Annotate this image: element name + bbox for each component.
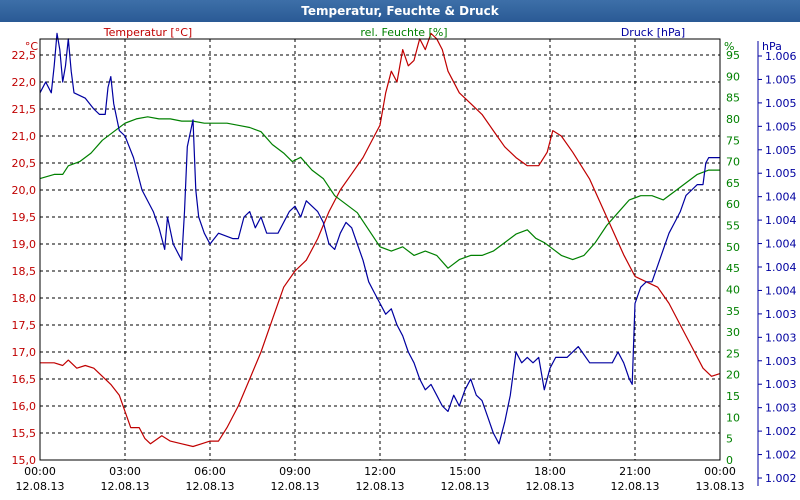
- temperature-tick-label: 17,0: [12, 346, 37, 359]
- pressure-axis-label: Druck [hPa]: [621, 26, 685, 39]
- temperature-axis-label: Temperatur [°C]: [103, 26, 192, 39]
- pressure-tick-label: 1.004: [765, 191, 797, 204]
- pressure-tick-label: 1.004: [765, 261, 797, 274]
- date-tick-label: 12.08.13: [16, 480, 65, 493]
- time-tick-label: 12:00: [364, 465, 396, 478]
- pressure-tick-label: 1.005: [765, 97, 797, 110]
- pressure-tick-label: 1.006: [765, 50, 797, 63]
- humidity-tick-label: 95: [726, 49, 740, 62]
- humidity-tick-label: 15: [726, 390, 740, 403]
- plot-frame: [39, 38, 721, 461]
- temperature-tick-label: 20,0: [12, 184, 37, 197]
- temperature-tick-label: 16,0: [12, 400, 37, 413]
- temperature-tick-label: 21,0: [12, 130, 37, 143]
- time-tick-label: 18:00: [534, 465, 566, 478]
- humidity-tick-label: 65: [726, 177, 740, 190]
- humidity-tick-label: 60: [726, 198, 740, 211]
- humidity-tick-label: 30: [726, 326, 740, 339]
- date-tick-label: 12.08.13: [356, 480, 405, 493]
- humidity-tick-label: 85: [726, 92, 740, 105]
- series-line-humidity: [39, 116, 720, 269]
- temperature-tick-label: 18,0: [12, 292, 37, 305]
- date-tick-label: 13.08.13: [696, 480, 745, 493]
- humidity-tick-label: 25: [726, 347, 740, 360]
- temperature-tick-label: 17,5: [12, 319, 37, 332]
- pressure-tick-label: 1.003: [765, 355, 797, 368]
- temperature-tick-label: 15,5: [12, 427, 37, 440]
- date-tick-label: 12.08.13: [611, 480, 660, 493]
- pressure-tick-label: 1.005: [765, 120, 797, 133]
- series-line-pressure: [39, 32, 720, 445]
- humidity-tick-label: 75: [726, 134, 740, 147]
- temperature-tick-label: 15,0: [12, 454, 37, 467]
- temperature-tick-label: 19,0: [12, 238, 37, 251]
- pressure-tick-label: 1.002: [765, 449, 797, 462]
- humidity-tick-label: 20: [726, 369, 740, 382]
- temperature-tick-label: 21,5: [12, 103, 37, 116]
- pressure-tick-label: 1.005: [765, 167, 797, 180]
- humidity-tick-label: 90: [726, 70, 740, 83]
- humidity-tick-label: 55: [726, 220, 740, 233]
- pressure-tick-label: 1.004: [765, 238, 797, 251]
- pressure-tick-label: 1.002: [765, 425, 797, 438]
- pressure-tick-label: 1.005: [765, 144, 797, 157]
- humidity-tick-label: 10: [726, 411, 740, 424]
- time-tick-label: 00:00: [24, 465, 56, 478]
- humidity-tick-label: 45: [726, 262, 740, 275]
- time-tick-label: 00:00: [704, 465, 736, 478]
- time-tick-label: 21:00: [619, 465, 651, 478]
- series-lines: [39, 32, 721, 448]
- pressure-axis-ticks: 1.006 1.005 1.005 1.005 1.005 1.005 1.004 1.004…: [757, 41, 797, 486]
- date-tick-label: 12.08.13: [441, 480, 490, 493]
- temperature-tick-label: 18,5: [12, 265, 37, 278]
- temperature-axis-ticks: 15,0 15,5 16,0 16,5 17,0 17,5 18,0 18,5 19,0 19,5…: [12, 49, 37, 467]
- time-tick-label: 03:00: [109, 465, 141, 478]
- series-line-temperature: [40, 32, 721, 448]
- pressure-tick-label: 1.002: [765, 472, 797, 485]
- humidity-unit-label: %: [724, 40, 734, 53]
- humidity-tick-label: 80: [726, 113, 740, 126]
- time-axis-ticks: 00:00 12.08.13 03:00 12.08.13 06:00 12.08.13 0…: [16, 465, 745, 493]
- humidity-axis-label: rel. Feuchte [%]: [360, 26, 447, 39]
- temperature-tick-label: 20,5: [12, 157, 37, 170]
- date-tick-label: 12.08.13: [526, 480, 575, 493]
- pressure-tick-label: 1.003: [765, 308, 797, 321]
- time-tick-label: 06:00: [194, 465, 226, 478]
- humidity-tick-label: 40: [726, 283, 740, 296]
- temperature-tick-label: 22,5: [12, 49, 37, 62]
- pressure-tick-label: 1.005: [765, 73, 797, 86]
- humidity-tick-label: 35: [726, 305, 740, 318]
- pressure-tick-label: 1.003: [765, 402, 797, 415]
- temperature-tick-label: 16,5: [12, 373, 37, 386]
- time-tick-label: 15:00: [449, 465, 481, 478]
- date-tick-label: 12.08.13: [101, 480, 150, 493]
- plot-border: [39, 38, 721, 461]
- chart-title: Temperatur, Feuchte & Druck: [0, 0, 800, 22]
- temperature-unit-label: °C: [25, 40, 39, 53]
- time-tick-label: 09:00: [279, 465, 311, 478]
- temperature-tick-label: 22,0: [12, 76, 37, 89]
- humidity-tick-label: 50: [726, 241, 740, 254]
- humidity-tick-label: 5: [726, 433, 733, 446]
- pressure-unit-label: hPa: [762, 40, 782, 53]
- pressure-tick-label: 1.004: [765, 214, 797, 227]
- humidity-axis-ticks: 0 5 10 15 20 25 30 35 40 45 50 55 60 65 70 75 80 85 90 95: [726, 49, 740, 467]
- date-tick-label: 12.08.13: [271, 480, 320, 493]
- humidity-tick-label: 70: [726, 156, 740, 169]
- weather-line-chart: 15,0 15,5 16,0 16,5 17,0 17,5 18,0 18,5 19,0 19,5…: [12, 26, 797, 493]
- grid: [40, 39, 720, 461]
- pressure-tick-label: 1.003: [765, 378, 797, 391]
- pressure-tick-label: 1.003: [765, 331, 797, 344]
- pressure-tick-label: 1.004: [765, 284, 797, 297]
- humidity-tick-label: 0: [726, 454, 733, 467]
- temperature-tick-label: 19,5: [12, 211, 37, 224]
- date-tick-label: 12.08.13: [186, 480, 235, 493]
